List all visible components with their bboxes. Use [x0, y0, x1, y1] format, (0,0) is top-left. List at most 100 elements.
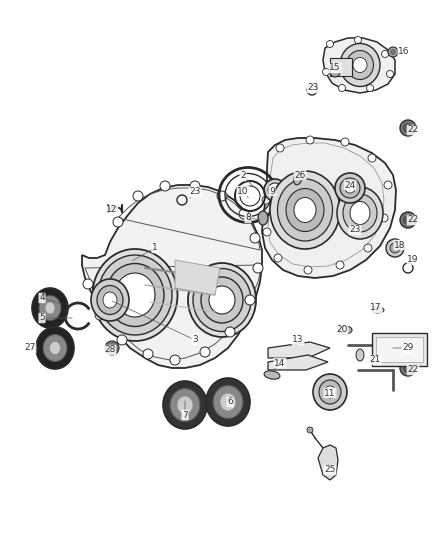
Ellipse shape	[372, 307, 384, 313]
Circle shape	[384, 181, 392, 189]
Text: 22: 22	[407, 125, 419, 134]
Ellipse shape	[92, 249, 177, 341]
Ellipse shape	[403, 364, 413, 373]
Ellipse shape	[346, 51, 374, 79]
Circle shape	[380, 214, 388, 222]
Text: 5: 5	[39, 313, 45, 322]
Circle shape	[364, 244, 372, 252]
Text: 26: 26	[294, 171, 306, 180]
Ellipse shape	[193, 269, 251, 332]
Ellipse shape	[213, 385, 243, 418]
Ellipse shape	[313, 374, 347, 410]
Text: 23: 23	[307, 84, 319, 93]
Circle shape	[113, 217, 123, 227]
Circle shape	[160, 181, 170, 191]
Ellipse shape	[201, 277, 243, 323]
Circle shape	[133, 191, 143, 201]
Ellipse shape	[220, 393, 236, 411]
Circle shape	[386, 70, 393, 77]
Circle shape	[307, 427, 313, 433]
Text: 24: 24	[344, 181, 356, 190]
Ellipse shape	[386, 239, 404, 257]
Ellipse shape	[163, 381, 207, 429]
Text: 4: 4	[39, 294, 45, 303]
Text: 1: 1	[152, 244, 158, 253]
Circle shape	[306, 136, 314, 144]
Ellipse shape	[403, 124, 413, 133]
Text: 13: 13	[292, 335, 304, 344]
Ellipse shape	[338, 326, 352, 334]
Circle shape	[225, 327, 235, 337]
Ellipse shape	[32, 288, 68, 328]
Text: 9: 9	[269, 187, 275, 196]
Circle shape	[339, 85, 346, 92]
Ellipse shape	[268, 183, 282, 197]
Ellipse shape	[390, 243, 400, 253]
Circle shape	[367, 85, 374, 92]
Circle shape	[262, 196, 270, 204]
Text: 27: 27	[25, 343, 35, 352]
Ellipse shape	[330, 67, 340, 77]
Circle shape	[170, 355, 180, 365]
Ellipse shape	[400, 360, 416, 376]
Ellipse shape	[264, 179, 286, 201]
Circle shape	[304, 266, 312, 274]
Text: 28: 28	[104, 345, 116, 354]
Text: 23: 23	[189, 188, 201, 197]
Bar	[376, 337, 423, 362]
Polygon shape	[318, 445, 338, 480]
Text: 29: 29	[403, 343, 413, 352]
Ellipse shape	[36, 327, 74, 369]
Text: 3: 3	[192, 335, 198, 344]
Circle shape	[250, 233, 260, 243]
Text: 12: 12	[106, 206, 118, 214]
Text: 20: 20	[336, 326, 348, 335]
Circle shape	[253, 263, 263, 273]
Ellipse shape	[340, 178, 360, 198]
Ellipse shape	[335, 173, 365, 203]
Text: 25: 25	[324, 465, 336, 474]
Circle shape	[95, 310, 105, 320]
Text: 22: 22	[407, 215, 419, 224]
Bar	[372, 333, 427, 366]
Text: 10: 10	[237, 187, 249, 196]
Polygon shape	[82, 185, 262, 368]
Ellipse shape	[325, 386, 336, 398]
Ellipse shape	[391, 50, 396, 54]
Ellipse shape	[45, 302, 55, 314]
Text: 17: 17	[370, 303, 382, 312]
Ellipse shape	[270, 171, 340, 249]
Ellipse shape	[39, 295, 61, 320]
Ellipse shape	[91, 279, 129, 321]
Circle shape	[322, 69, 329, 76]
Text: 7: 7	[182, 410, 188, 419]
Circle shape	[200, 347, 210, 357]
Ellipse shape	[286, 189, 324, 231]
Ellipse shape	[103, 292, 117, 308]
Circle shape	[83, 279, 93, 289]
Ellipse shape	[388, 47, 398, 57]
Text: 6: 6	[227, 398, 233, 407]
Circle shape	[245, 295, 255, 305]
Text: 14: 14	[274, 359, 286, 367]
Ellipse shape	[278, 179, 332, 241]
Polygon shape	[175, 260, 220, 295]
Text: 23: 23	[350, 225, 360, 235]
Circle shape	[190, 181, 200, 191]
Ellipse shape	[106, 263, 164, 327]
Polygon shape	[268, 355, 328, 370]
Text: 22: 22	[407, 366, 419, 375]
Ellipse shape	[343, 194, 377, 232]
Ellipse shape	[400, 120, 416, 136]
Ellipse shape	[340, 44, 380, 86]
Bar	[330, 58, 352, 76]
Ellipse shape	[188, 263, 256, 337]
Circle shape	[263, 228, 271, 236]
Ellipse shape	[43, 335, 67, 361]
Polygon shape	[268, 342, 330, 358]
Ellipse shape	[264, 371, 280, 379]
Circle shape	[368, 154, 376, 162]
Polygon shape	[323, 38, 395, 93]
Circle shape	[274, 254, 282, 262]
Circle shape	[381, 51, 389, 58]
